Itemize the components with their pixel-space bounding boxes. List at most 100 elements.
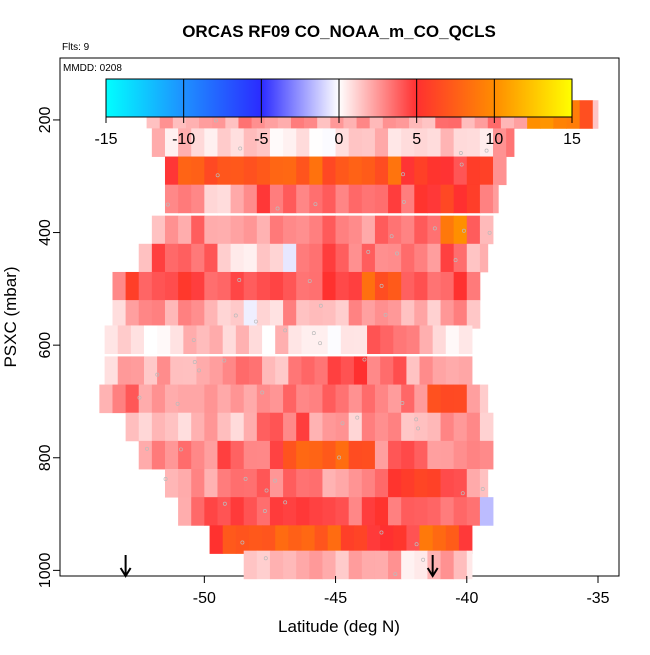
heatmap-cell bbox=[348, 384, 363, 414]
heatmap-cell bbox=[340, 325, 355, 354]
heatmap-cell bbox=[401, 440, 415, 470]
observation-point bbox=[253, 319, 258, 324]
heatmap-cell bbox=[243, 469, 258, 498]
heatmap-cell bbox=[230, 215, 245, 245]
heatmap-cell bbox=[230, 128, 245, 157]
heatmap-cell bbox=[322, 128, 336, 157]
heatmap-cell bbox=[479, 156, 494, 186]
heatmap-cell bbox=[269, 497, 284, 526]
heatmap-cell bbox=[453, 384, 468, 414]
heatmap-cell bbox=[204, 300, 218, 329]
observation-point bbox=[137, 395, 142, 400]
heatmap-cell bbox=[138, 271, 153, 301]
heatmap-cell bbox=[361, 243, 376, 273]
heatmap-cell bbox=[217, 243, 231, 273]
heatmap-cell bbox=[283, 550, 297, 580]
heatmap-cell bbox=[401, 412, 415, 442]
heatmap-cell bbox=[361, 440, 376, 470]
heatmap-cell bbox=[322, 215, 336, 245]
heatmap-cell bbox=[164, 184, 179, 214]
heatmap-cell bbox=[309, 243, 323, 273]
heatmap-cell bbox=[178, 384, 192, 414]
heatmap-cell bbox=[230, 497, 245, 526]
observation-point bbox=[240, 540, 245, 545]
heatmap-cell bbox=[209, 325, 224, 354]
heatmap-cell bbox=[301, 525, 315, 554]
observation-point bbox=[480, 487, 485, 491]
heatmap-cell bbox=[296, 412, 310, 442]
heatmap-cell bbox=[393, 325, 407, 354]
heatmap-cell bbox=[327, 325, 342, 354]
observation-point bbox=[416, 426, 421, 431]
heatmap-cell bbox=[340, 356, 355, 385]
heatmap-cell bbox=[164, 271, 179, 301]
heatmap-cell bbox=[414, 184, 428, 214]
heatmap-cell bbox=[348, 271, 363, 301]
heatmap-cell bbox=[217, 271, 231, 301]
heatmap-cell bbox=[361, 271, 376, 301]
heatmap-cell bbox=[209, 525, 224, 554]
heatmap-cell bbox=[283, 497, 297, 526]
heatmap-cell bbox=[327, 525, 342, 554]
heatmap-cell bbox=[493, 184, 499, 214]
heatmap-cell bbox=[374, 156, 389, 186]
heatmap-cell bbox=[388, 384, 402, 414]
heatmap-cell bbox=[178, 300, 192, 329]
heatmap-cell bbox=[104, 356, 119, 385]
heatmap-cell bbox=[361, 128, 376, 157]
heatmap-cell bbox=[170, 356, 184, 385]
heatmap-cell bbox=[296, 156, 310, 186]
heatmap-cell bbox=[374, 469, 389, 498]
observation-point bbox=[389, 234, 394, 239]
heatmap-cell bbox=[143, 356, 158, 385]
observation-point bbox=[192, 360, 197, 364]
heatmap-cell bbox=[104, 325, 119, 354]
heatmap-cell bbox=[466, 243, 481, 273]
heatmap-cell bbox=[380, 356, 394, 385]
heatmap-cell bbox=[196, 325, 210, 354]
heatmap-cell bbox=[283, 412, 297, 442]
heatmap-cell bbox=[164, 300, 179, 329]
heatmap-cell bbox=[322, 243, 336, 273]
heatmap-cell bbox=[361, 412, 376, 442]
observation-point bbox=[318, 303, 323, 308]
heatmap-cell bbox=[427, 184, 441, 214]
heatmap-cell bbox=[440, 156, 455, 186]
heatmap-cell bbox=[178, 469, 192, 498]
heatmap-cell bbox=[458, 325, 473, 354]
heatmap-cell bbox=[361, 300, 376, 329]
heatmap-cell bbox=[296, 497, 310, 526]
heatmap-cell bbox=[283, 384, 297, 414]
observation-point bbox=[238, 146, 243, 151]
heatmap-cell bbox=[466, 550, 473, 580]
heatmap-cell bbox=[296, 550, 310, 580]
heatmap-cell bbox=[440, 412, 455, 442]
heatmap-cell bbox=[414, 412, 428, 442]
heatmap-cell bbox=[296, 128, 310, 157]
heatmap-cell bbox=[388, 469, 402, 498]
heatmap-cell bbox=[164, 156, 179, 186]
heatmap-cell bbox=[414, 300, 428, 329]
heatmap-cell bbox=[243, 156, 258, 186]
heatmap-cell bbox=[269, 469, 284, 498]
colorbar-tick-label: 0 bbox=[335, 131, 344, 148]
heatmap-cell bbox=[269, 384, 284, 414]
heatmap-cell bbox=[427, 300, 441, 329]
heatmap-cell bbox=[374, 271, 389, 301]
heatmap-cell bbox=[191, 128, 205, 157]
heatmap-cell bbox=[243, 412, 258, 442]
heatmap-cell bbox=[466, 384, 481, 414]
heatmap-cell bbox=[217, 384, 231, 414]
heatmap-cell bbox=[275, 356, 289, 385]
heatmap-cell bbox=[314, 356, 329, 385]
heatmap-cell bbox=[283, 215, 297, 245]
heatmap-cell bbox=[374, 300, 389, 329]
heatmap-cell bbox=[361, 184, 376, 214]
heatmap-cell bbox=[217, 184, 231, 214]
heatmap-cell bbox=[230, 440, 245, 470]
heatmap-cell bbox=[296, 243, 310, 273]
heatmap-cell bbox=[453, 243, 468, 273]
heatmap-cell bbox=[466, 469, 481, 498]
heatmap-cell bbox=[388, 215, 402, 245]
x-tick-label: -45 bbox=[324, 590, 347, 607]
